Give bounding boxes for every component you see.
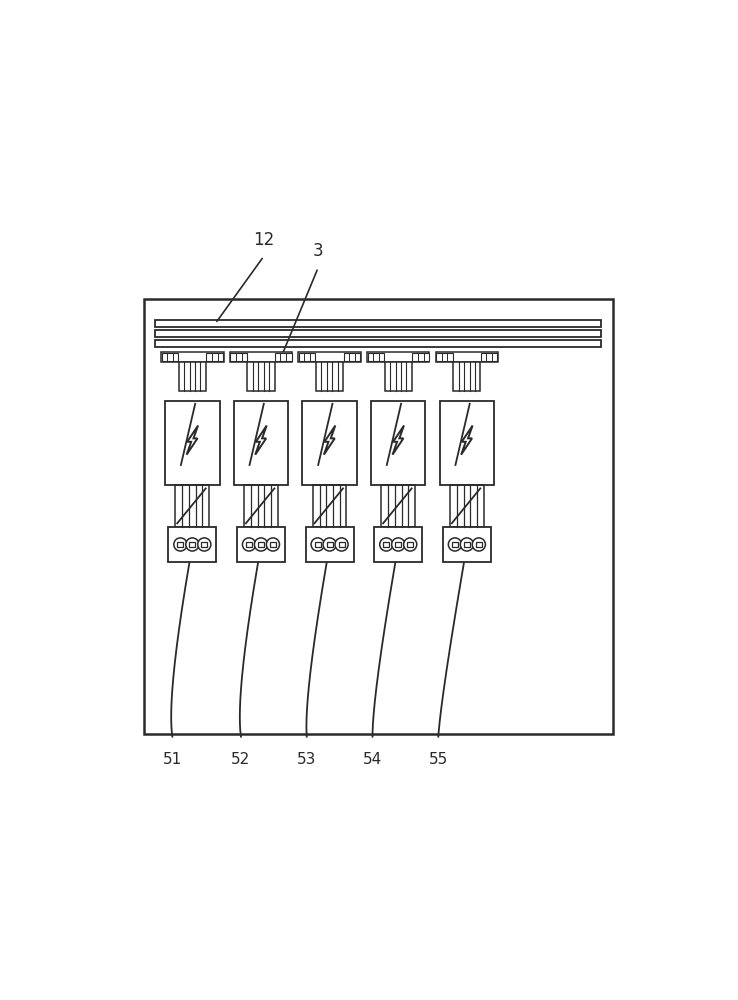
Text: 3: 3 (313, 242, 323, 260)
Bar (303, 401, 356, 485)
Bar (316, 362, 343, 391)
Bar (230, 353, 246, 361)
Bar (344, 353, 360, 361)
Bar (270, 542, 276, 547)
Bar (275, 353, 292, 361)
Circle shape (449, 538, 461, 551)
Bar (384, 362, 412, 391)
Bar (436, 353, 452, 361)
Text: 12: 12 (253, 231, 275, 249)
Bar (179, 362, 206, 391)
Bar (464, 542, 470, 547)
Bar (453, 362, 480, 391)
Bar (246, 542, 252, 547)
Bar (306, 527, 354, 562)
Bar (162, 353, 178, 361)
Bar (230, 352, 292, 362)
Circle shape (243, 538, 255, 551)
Bar (144, 299, 613, 734)
Bar (155, 340, 601, 347)
Bar (177, 542, 183, 547)
Bar (165, 401, 219, 485)
Circle shape (392, 538, 405, 551)
Circle shape (311, 538, 324, 551)
Bar (374, 527, 422, 562)
Bar (339, 542, 345, 547)
Circle shape (323, 538, 337, 551)
Circle shape (335, 538, 348, 551)
Bar (155, 330, 601, 337)
Bar (440, 401, 494, 485)
Bar (481, 353, 497, 361)
Bar (382, 485, 415, 527)
Bar (155, 320, 601, 327)
Circle shape (380, 538, 393, 551)
Bar (371, 401, 425, 485)
Bar (452, 542, 458, 547)
Bar (383, 542, 389, 547)
Circle shape (198, 538, 211, 551)
Bar (234, 401, 288, 485)
Bar (176, 485, 209, 527)
Bar (435, 352, 498, 362)
Text: 53: 53 (297, 752, 317, 767)
Bar (443, 527, 491, 562)
Circle shape (255, 538, 268, 551)
Bar (207, 353, 223, 361)
Bar (258, 542, 264, 547)
Circle shape (472, 538, 486, 551)
Bar (368, 353, 384, 361)
Bar (168, 527, 216, 562)
Bar (247, 362, 275, 391)
Bar (299, 353, 315, 361)
Bar (190, 542, 196, 547)
Text: 55: 55 (429, 752, 448, 767)
Bar (327, 542, 333, 547)
Text: 54: 54 (363, 752, 382, 767)
Bar (413, 353, 429, 361)
Bar (407, 542, 413, 547)
Circle shape (186, 538, 199, 551)
Bar (244, 485, 277, 527)
Text: 52: 52 (231, 752, 251, 767)
Bar (367, 352, 430, 362)
Bar (450, 485, 483, 527)
Bar (298, 352, 361, 362)
Bar (313, 485, 346, 527)
Circle shape (266, 538, 280, 551)
Bar (396, 542, 401, 547)
Bar (237, 527, 285, 562)
Circle shape (174, 538, 187, 551)
Circle shape (461, 538, 474, 551)
Bar (161, 352, 224, 362)
Bar (314, 542, 320, 547)
Circle shape (404, 538, 417, 551)
Bar (201, 542, 207, 547)
Bar (476, 542, 482, 547)
Text: 51: 51 (162, 752, 182, 767)
